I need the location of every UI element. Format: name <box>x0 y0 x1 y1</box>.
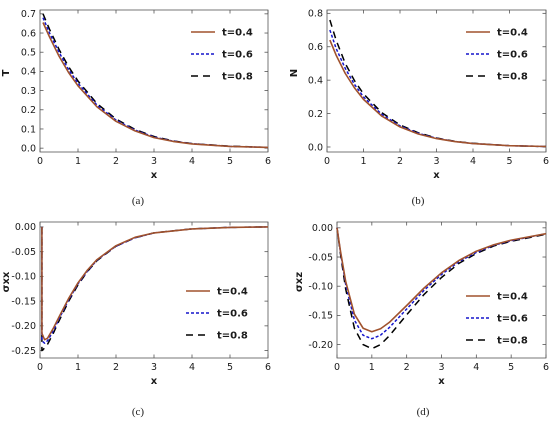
x-tick-label: 1 <box>360 156 366 167</box>
y-tick-label: 0.2 <box>21 105 36 116</box>
y-tick-label: 0.1 <box>21 124 36 135</box>
panel-caption: (c) <box>132 406 145 418</box>
x-tick-label: 3 <box>433 156 439 167</box>
x-tick-label: 4 <box>189 156 195 167</box>
y-tick-label: 0.3 <box>21 86 36 97</box>
y-tick-label: 0.6 <box>21 28 36 39</box>
x-tick-label: 4 <box>189 362 195 373</box>
series-line-3 <box>329 19 547 148</box>
x-tick-label: 6 <box>543 156 549 167</box>
panel-caption: (a) <box>132 195 145 207</box>
x-tick-label: 3 <box>151 362 157 373</box>
y-tick-label: -0.25 <box>11 346 36 357</box>
legend-label-2: t=0.6 <box>497 314 528 325</box>
legend-label-3: t=0.8 <box>497 72 528 83</box>
y-tick-label: -0.20 <box>308 340 333 351</box>
y-tick-label: 0.4 <box>308 75 323 86</box>
x-tick-label: 0 <box>324 156 330 167</box>
y-tick-label: -0.05 <box>11 247 36 258</box>
series-line-1 <box>42 22 269 149</box>
x-tick-label: 2 <box>113 156 119 167</box>
y-axis-label: σxx <box>1 271 12 292</box>
x-tick-label: 5 <box>506 156 512 167</box>
y-tick-label: 0.5 <box>21 48 36 59</box>
y-tick-label: 0.4 <box>21 67 36 78</box>
x-axis-label: x <box>433 170 440 181</box>
series-line-1 <box>41 226 269 341</box>
y-tick-label: 0.6 <box>308 42 323 53</box>
legend-label-2: t=0.6 <box>497 50 528 61</box>
y-axis-label: σxz <box>294 272 305 292</box>
x-tick-label: 4 <box>473 362 479 373</box>
x-axis-label: x <box>438 376 445 387</box>
series-line-1 <box>336 227 547 333</box>
legend-label-2: t=0.6 <box>217 309 248 320</box>
y-tick-label: -0.15 <box>308 311 333 322</box>
y-tick-label: 0.8 <box>308 9 323 20</box>
legend-label-3: t=0.8 <box>497 336 528 347</box>
x-tick-label: 5 <box>508 362 514 373</box>
y-tick-label: 0.0 <box>21 143 36 154</box>
legend-label-1: t=0.4 <box>497 28 528 39</box>
chart-panel-3: 0 1 2 3 4 5 6 0.00 -0.05 -0.10 -0.15 -0.20 -0.25 x σxx… <box>1 221 271 418</box>
x-tick-label: 4 <box>470 156 476 167</box>
y-tick-label: 0.7 <box>21 9 36 20</box>
x-tick-label: 0 <box>37 156 43 167</box>
x-tick-label: 3 <box>438 362 444 373</box>
x-tick-label: 5 <box>227 156 233 167</box>
x-tick-label: 0 <box>334 362 340 373</box>
y-tick-label: -0.20 <box>11 321 36 332</box>
legend-label-1: t=0.4 <box>497 292 528 303</box>
y-tick-label: -0.10 <box>308 282 333 293</box>
x-tick-label: 1 <box>75 362 81 373</box>
chart-panel-2: 0 1 2 3 4 5 6 0.0 0.2 0.4 0.6 0.8 x Nt=0.4 t=0.6 t=0.8 (… <box>289 9 549 207</box>
y-tick-label: 0.0 <box>308 142 323 153</box>
x-tick-label: 2 <box>113 362 119 373</box>
y-tick-label: 0.00 <box>312 223 333 234</box>
y-tick-label: -0.05 <box>308 252 333 263</box>
y-tick-label: 0.00 <box>15 222 36 233</box>
legend-label-1: t=0.4 <box>222 28 253 39</box>
legend-label-2: t=0.6 <box>222 50 253 61</box>
chart-panel-1: 0 1 2 3 4 5 6 0.0 0.1 0.2 0.3 0.4 0.5 0.6 0.7 x Tt=0.4 t=… <box>1 9 271 207</box>
series-line-1 <box>329 39 547 148</box>
x-tick-label: 1 <box>75 156 81 167</box>
panel-caption: (b) <box>412 195 425 207</box>
x-tick-label: 0 <box>37 362 43 373</box>
series-line-3 <box>336 227 547 350</box>
y-tick-label: -0.10 <box>11 272 36 283</box>
x-tick-label: 3 <box>151 156 157 167</box>
x-tick-label: 1 <box>369 362 375 373</box>
y-tick-label: 0.2 <box>308 109 323 120</box>
y-axis-label: N <box>289 69 300 77</box>
x-tick-label: 2 <box>397 156 403 167</box>
series-line-2 <box>329 29 547 148</box>
panel-caption: (d) <box>417 406 430 418</box>
y-tick-label: -0.15 <box>11 296 36 307</box>
x-axis-label: x <box>151 376 158 387</box>
legend-label-3: t=0.8 <box>222 72 253 83</box>
x-tick-label: 6 <box>543 362 549 373</box>
y-axis-label: T <box>1 69 12 76</box>
x-tick-label: 5 <box>227 362 233 373</box>
legend-label-3: t=0.8 <box>217 331 248 342</box>
x-tick-label: 2 <box>404 362 410 373</box>
x-tick-label: 6 <box>265 156 271 167</box>
chart-panel-4: 0 1 2 3 4 5 6 0.00 -0.05 -0.10 -0.15 -0.20 x σxz t=0.4… <box>294 221 549 418</box>
x-axis-label: x <box>151 170 158 181</box>
x-tick-label: 6 <box>265 362 271 373</box>
legend-label-1: t=0.4 <box>217 287 248 298</box>
